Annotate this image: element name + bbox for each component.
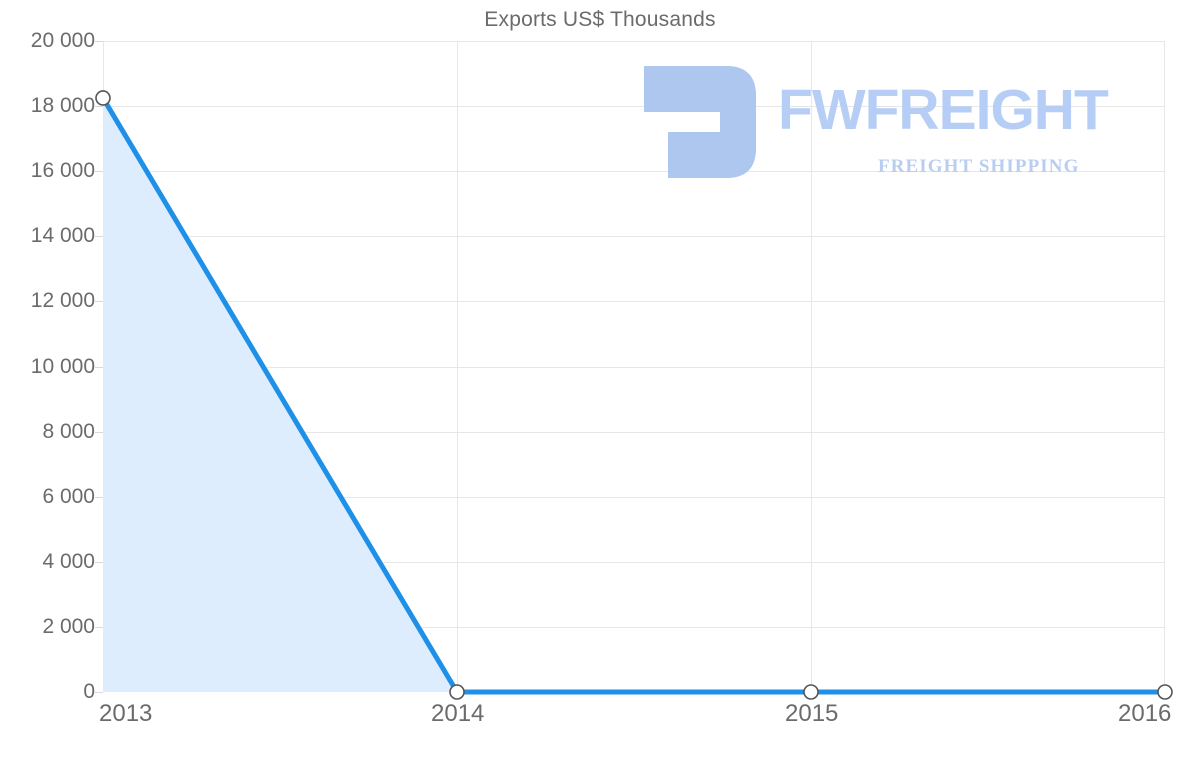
y-axis-tick-mark: [95, 171, 103, 172]
y-axis-tick-mark: [95, 497, 103, 498]
data-point-marker[interactable]: [95, 90, 111, 106]
gridline-horizontal: [103, 562, 1165, 563]
series-area-fill: [103, 97, 1165, 692]
gridline-horizontal: [103, 106, 1165, 107]
y-axis-tick-label: 10 000: [30, 354, 95, 378]
x-axis-tick-label: 2014: [431, 700, 485, 727]
gridline-horizontal: [103, 367, 1165, 368]
y-axis-tick-label: 8 000: [42, 419, 95, 443]
y-axis-tick-label: 4 000: [42, 549, 95, 573]
y-axis-tick-label: 14 000: [30, 224, 95, 248]
chart-title: Exports US$ Thousands: [484, 8, 716, 31]
y-axis-tick-label: 16 000: [30, 159, 95, 183]
gridline-horizontal: [103, 497, 1165, 498]
gridline-vertical: [457, 41, 458, 692]
x-axis-tick-label: 2013: [99, 700, 153, 727]
gridline-horizontal: [103, 171, 1165, 172]
y-axis-tick-mark: [95, 562, 103, 563]
data-point-marker[interactable]: [449, 684, 465, 700]
x-axis-tick-label: 2015: [785, 700, 839, 727]
data-point-marker[interactable]: [803, 684, 819, 700]
gridline-horizontal: [103, 41, 1165, 42]
y-axis-tick-mark: [95, 367, 103, 368]
series-point-markers: [95, 90, 1173, 700]
y-axis-tick-mark: [95, 301, 103, 302]
gridline-horizontal: [103, 301, 1165, 302]
y-axis-tick-label: 6 000: [42, 484, 95, 508]
y-axis-tick-mark: [95, 106, 103, 107]
y-axis-tick-mark: [95, 432, 103, 433]
y-axis-tick-label: 20 000: [30, 29, 95, 52]
gridline-horizontal: [103, 432, 1165, 433]
gridline-vertical: [811, 41, 812, 692]
y-axis-tick-mark: [95, 627, 103, 628]
y-axis-tick-mark: [95, 692, 103, 693]
y-axis-tick-mark: [95, 41, 103, 42]
y-axis-tick-label: 2 000: [42, 614, 95, 638]
y-axis-tick-label: 0: [83, 680, 95, 703]
gridline-horizontal: [103, 236, 1165, 237]
plot-area: [95, 41, 1173, 700]
series-line: [100, 95, 1168, 695]
y-axis-tick-label: 18 000: [30, 94, 95, 118]
series-area-and-line: [95, 90, 1173, 700]
gridline-vertical: [1164, 41, 1165, 692]
y-axis-tick-label: 12 000: [30, 289, 95, 313]
x-axis-tick-label: 2016: [1118, 700, 1172, 727]
data-point-marker[interactable]: [1157, 684, 1173, 700]
gridline-horizontal: [103, 627, 1165, 628]
y-axis-tick-mark: [95, 236, 103, 237]
